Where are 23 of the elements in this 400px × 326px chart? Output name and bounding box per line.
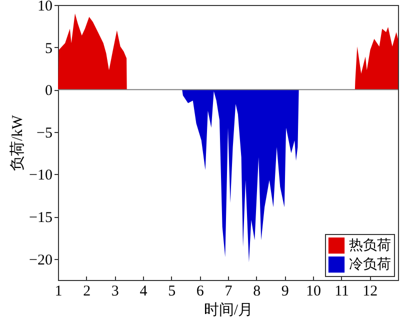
x-tick-label: 8 [253, 284, 261, 300]
x-tick-label: 4 [140, 284, 148, 300]
y-tick-label: 0 [45, 83, 52, 100]
y-tick-label: 5 [45, 40, 52, 57]
legend-label: 热负荷 [349, 238, 391, 254]
x-tick-label: 7 [224, 284, 233, 300]
x-tick-label: 1 [54, 284, 62, 300]
x-tick-label: 12 [362, 284, 378, 300]
x-tick-label: 2 [83, 284, 91, 300]
x-tick-label: 3 [111, 284, 119, 300]
x-tick-label: 9 [281, 284, 289, 300]
x-tick-label: 5 [168, 284, 176, 300]
y-tick-label: 10 [38, 0, 52, 14]
y-tick-label: −15 [29, 210, 52, 226]
y-tick-label: −10 [29, 168, 52, 184]
x-tick-label: 10 [306, 284, 321, 300]
y-tick-label: −20 [29, 252, 52, 268]
y-axis-title: 负荷/kW [9, 114, 26, 171]
legend-label: 冷负荷 [349, 256, 391, 272]
x-tick-label: 6 [196, 284, 204, 300]
x-tick-label: 11 [334, 284, 350, 300]
x-axis-title: 时间/月 [204, 302, 254, 318]
y-tick-label: −5 [36, 125, 52, 142]
